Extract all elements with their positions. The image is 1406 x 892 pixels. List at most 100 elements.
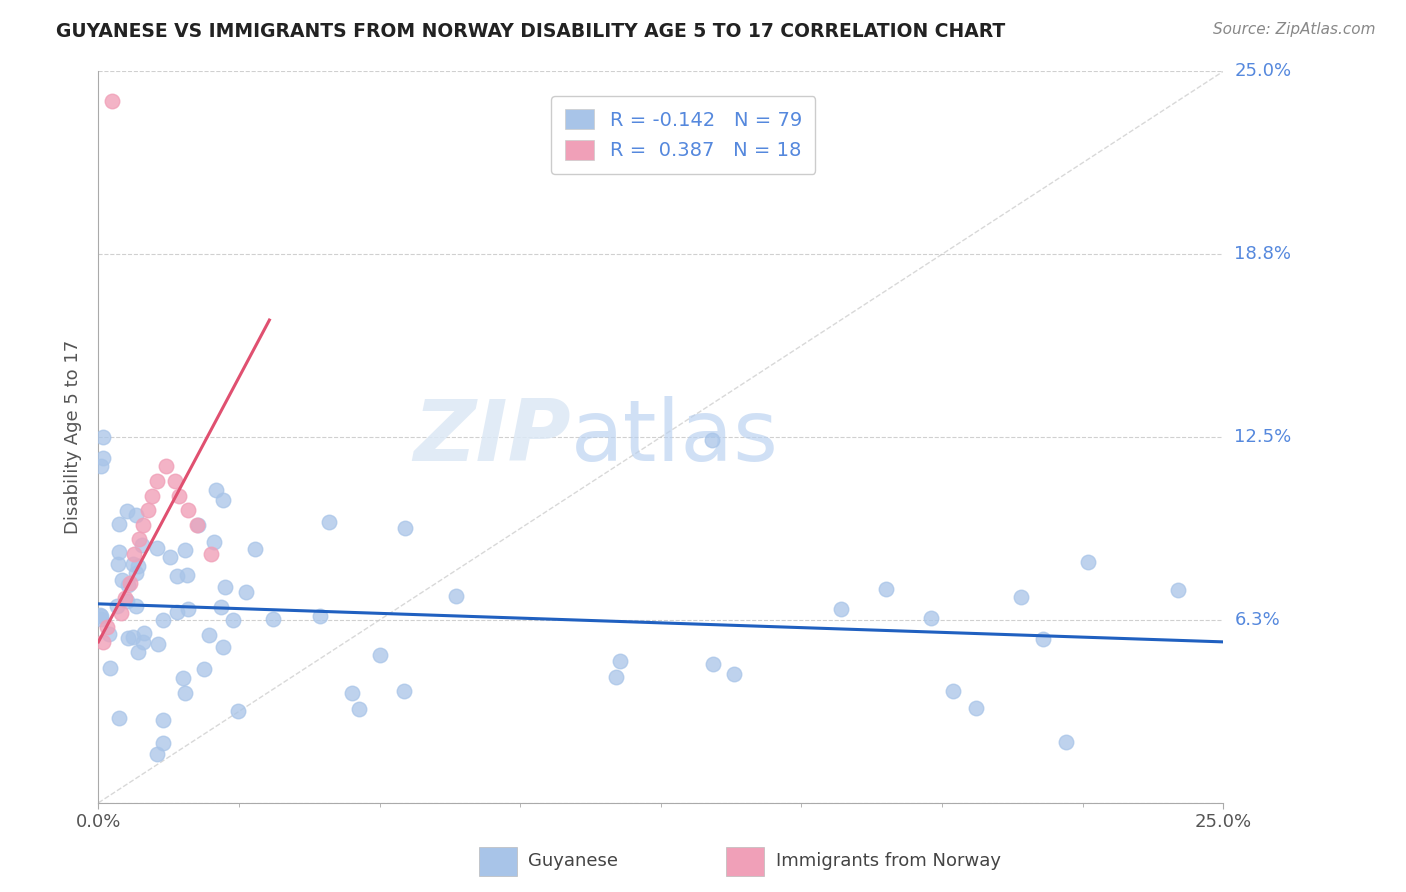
Point: [136, 503, 159, 517]
Point: [214, 580, 236, 594]
Point: [177, 602, 200, 616]
Point: [117, 631, 139, 645]
Point: [198, 627, 221, 641]
Point: [920, 611, 942, 625]
Point: [392, 684, 415, 698]
Point: [444, 589, 467, 603]
FancyBboxPatch shape: [478, 847, 517, 876]
Point: [91, 430, 114, 444]
Point: [90, 608, 112, 623]
Point: [212, 640, 235, 654]
Point: [90, 612, 112, 626]
Point: [309, 608, 332, 623]
Point: [347, 702, 370, 716]
Point: [176, 568, 198, 582]
Text: 6.3%: 6.3%: [1234, 611, 1279, 629]
Text: atlas: atlas: [571, 395, 779, 479]
Point: [723, 667, 745, 681]
Point: [96, 620, 118, 634]
Point: [125, 508, 148, 523]
Point: [1077, 555, 1099, 569]
Point: [132, 635, 155, 649]
Point: [127, 645, 149, 659]
Point: [200, 547, 222, 561]
Point: [186, 517, 208, 532]
Point: [340, 686, 363, 700]
Point: [243, 542, 266, 557]
Point: [152, 713, 174, 727]
Point: [114, 591, 136, 605]
Point: [115, 504, 138, 518]
Point: [159, 550, 181, 565]
Point: [121, 631, 143, 645]
Point: [222, 613, 245, 627]
Point: [110, 606, 132, 620]
Point: [152, 736, 174, 750]
Point: [107, 557, 129, 571]
Point: [146, 541, 169, 555]
Point: [235, 585, 257, 599]
Point: [1054, 735, 1077, 749]
Point: [226, 704, 249, 718]
Point: [108, 711, 131, 725]
Point: [146, 474, 169, 488]
Point: [124, 547, 146, 561]
Point: [128, 533, 150, 547]
Point: [152, 613, 174, 627]
Point: [118, 576, 141, 591]
Point: [172, 671, 194, 685]
Point: [141, 489, 163, 503]
Point: [108, 545, 131, 559]
Point: [202, 534, 225, 549]
Point: [146, 637, 169, 651]
FancyBboxPatch shape: [725, 847, 765, 876]
Point: [394, 520, 416, 534]
Point: [830, 602, 852, 616]
Point: [90, 459, 112, 474]
Point: [155, 459, 177, 474]
Point: [111, 574, 134, 588]
Point: [127, 559, 149, 574]
Point: [1010, 590, 1032, 604]
Point: [209, 600, 232, 615]
Point: [187, 517, 209, 532]
Point: [91, 450, 114, 465]
Point: [318, 515, 340, 529]
Point: [98, 661, 121, 675]
Point: [105, 599, 128, 613]
Point: [163, 474, 186, 488]
Point: [609, 654, 631, 668]
Point: [205, 483, 228, 497]
Point: [169, 489, 191, 503]
Point: [702, 657, 724, 671]
Point: [174, 542, 197, 557]
Point: [177, 503, 200, 517]
Point: [122, 557, 145, 571]
Point: [132, 517, 155, 532]
Text: 18.8%: 18.8%: [1234, 245, 1291, 263]
Text: GUYANESE VS IMMIGRANTS FROM NORWAY DISABILITY AGE 5 TO 17 CORRELATION CHART: GUYANESE VS IMMIGRANTS FROM NORWAY DISAB…: [56, 22, 1005, 41]
Text: 12.5%: 12.5%: [1234, 428, 1292, 446]
Point: [605, 670, 627, 684]
Point: [89, 607, 111, 622]
Text: Immigrants from Norway: Immigrants from Norway: [776, 853, 1001, 871]
Point: [166, 605, 188, 619]
Point: [134, 625, 156, 640]
Point: [98, 627, 121, 641]
Point: [145, 747, 167, 762]
Point: [875, 582, 897, 597]
Point: [125, 566, 148, 580]
Point: [368, 648, 391, 663]
Point: [117, 594, 139, 608]
Point: [166, 569, 188, 583]
Point: [942, 684, 965, 698]
Point: [131, 538, 153, 552]
Point: [262, 612, 284, 626]
Legend: R = -0.142   N = 79, R =  0.387   N = 18: R = -0.142 N = 79, R = 0.387 N = 18: [551, 95, 815, 174]
Point: [173, 686, 195, 700]
Point: [965, 701, 987, 715]
Point: [1032, 632, 1054, 647]
Point: [101, 94, 124, 108]
Y-axis label: Disability Age 5 to 17: Disability Age 5 to 17: [65, 340, 83, 534]
Text: Source: ZipAtlas.com: Source: ZipAtlas.com: [1212, 22, 1375, 37]
